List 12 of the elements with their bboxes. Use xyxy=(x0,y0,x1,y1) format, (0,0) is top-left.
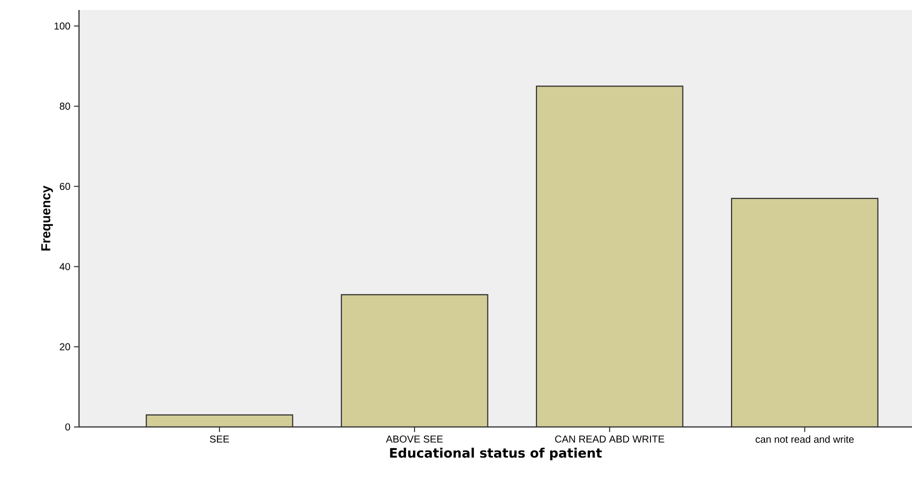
y-axis-title: Frequency xyxy=(41,186,53,250)
x-tick-label: can not read and write xyxy=(756,436,854,443)
y-tick-label: 60 xyxy=(60,182,70,190)
x-tick-label: SEE xyxy=(210,436,230,443)
y-tick-label: 100 xyxy=(54,22,70,30)
x-tick-label: CAN READ ABD WRITE xyxy=(555,436,664,443)
y-tick-label: 20 xyxy=(60,343,70,350)
y-tick-label: 0 xyxy=(65,423,70,431)
x-axis-title: Educational status of patient xyxy=(390,448,602,460)
x-tick-label: ABOVE SEE xyxy=(386,436,443,443)
y-tick-label: 40 xyxy=(60,263,70,270)
y-tick-label: 80 xyxy=(60,102,70,110)
